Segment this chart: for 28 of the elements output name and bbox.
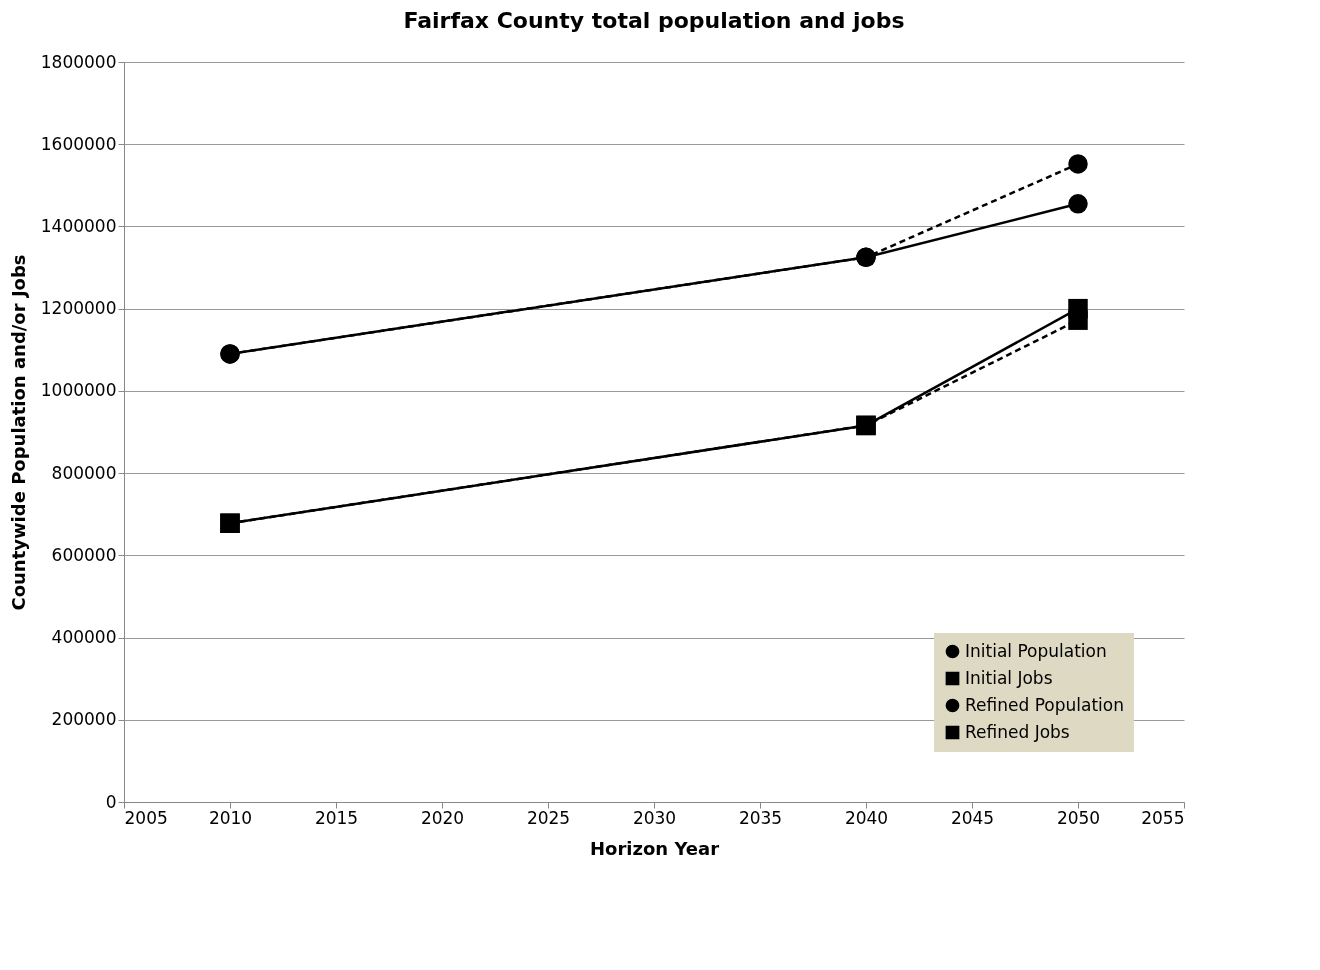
y-axis-title: Countywide Population and/or Jobs	[7, 254, 29, 611]
x-tick-label: 2025	[526, 807, 571, 828]
y-tick-label: 800000	[51, 462, 117, 483]
y-tick-label: 600000	[51, 544, 117, 565]
x-tick-label: 2020	[420, 807, 465, 828]
x-tick-label: 2030	[632, 807, 677, 828]
x-tick-label: 2045	[950, 807, 995, 828]
x-tick-label: 2015	[314, 807, 359, 828]
x-tick-label: 2005	[124, 807, 168, 828]
y-tick-label: 0	[105, 791, 117, 812]
x-tick-label: 2010	[208, 807, 253, 828]
y-tick-label: 1800000	[40, 51, 117, 72]
y-tick-label: 1400000	[40, 215, 117, 236]
x-tick-label: 2050	[1056, 807, 1101, 828]
y-tick-label: 1000000	[40, 380, 117, 401]
y-tick-label: 400000	[51, 627, 117, 648]
y-tick-label: 200000	[51, 709, 117, 730]
chart-title: Fairfax County total population and jobs	[403, 8, 905, 33]
legend-label: Refined Jobs	[965, 721, 1070, 742]
legend-label: Refined Population	[965, 694, 1124, 715]
legend-label: Initial Population	[965, 640, 1107, 661]
y-tick-label: 1600000	[40, 133, 117, 154]
x-tick-label: 2035	[738, 807, 783, 828]
y-tick-label: 1200000	[40, 298, 117, 319]
legend-label: Initial Jobs	[965, 667, 1053, 688]
x-axis-title: Horizon Year	[589, 837, 720, 859]
x-tick-label: 2055	[1141, 807, 1185, 828]
x-tick-label: 2040	[844, 807, 889, 828]
